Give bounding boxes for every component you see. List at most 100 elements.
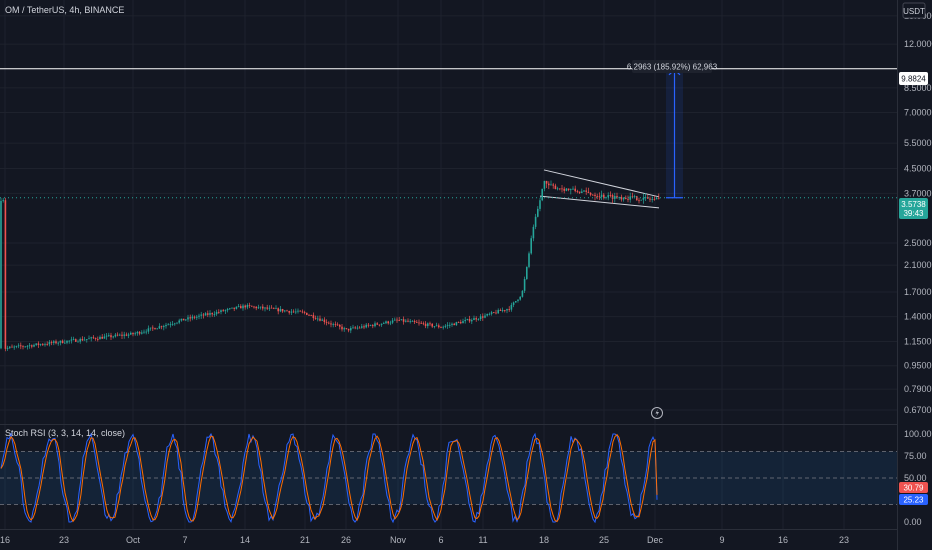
- candle-body: [598, 196, 601, 198]
- candle-body: [176, 322, 178, 324]
- candle-body: [374, 323, 376, 327]
- candle-body: [88, 338, 90, 340]
- candle-body: [242, 305, 244, 309]
- candle-body: [605, 197, 607, 199]
- stoch-tick-label: 75.00: [904, 451, 927, 461]
- candle-body: [328, 322, 330, 324]
- candle-body: [499, 310, 502, 311]
- candle-body: [299, 310, 301, 312]
- price-tick-label: 3.7000: [904, 188, 932, 198]
- candle-body: [22, 346, 24, 348]
- candle-body: [334, 324, 337, 325]
- time-tick-label: 18: [539, 535, 549, 545]
- stoch-d-line: [0, 433, 658, 523]
- candle-body: [385, 321, 387, 324]
- candle-body: [255, 306, 257, 309]
- candle-body: [59, 340, 62, 343]
- stoch-rsi-legend[interactable]: Stoch RSI (3, 3, 14, 14, close): [5, 428, 125, 438]
- candle-body: [224, 310, 227, 312]
- candle-body: [457, 322, 460, 323]
- time-tick-label: 16: [0, 535, 10, 545]
- candle-body: [413, 321, 416, 323]
- price-tick-label: 1.7000: [904, 287, 932, 297]
- candle-body: [644, 197, 647, 199]
- candle-body: [57, 342, 59, 344]
- candle-body: [640, 199, 642, 201]
- stoch-k-tag: 25.23: [899, 494, 928, 505]
- measure-label: 6.2963 (185.92%) 62,963: [627, 60, 718, 73]
- candle-body: [620, 196, 623, 200]
- candle-body: [479, 316, 482, 320]
- price-tick-label: 7.0000: [904, 108, 932, 118]
- candle-body: [53, 341, 55, 343]
- candle-body: [114, 334, 117, 337]
- last-price-value: 3.5738: [901, 200, 926, 209]
- candle-body: [169, 324, 172, 326]
- candle-body: [495, 312, 497, 314]
- candle-body: [506, 308, 508, 311]
- candle-body: [433, 326, 436, 327]
- candle-body: [37, 343, 40, 345]
- time-axis[interactable]: 16 23 Oct 7 14 21 26 Nov 6 11 18 25 Dec 9 16 23: [0, 535, 849, 545]
- candle-body: [248, 304, 251, 306]
- candle-body: [473, 318, 475, 321]
- candle-body: [594, 194, 596, 197]
- candle-body: [574, 188, 576, 192]
- candle-body: [123, 334, 125, 336]
- candle-body: [501, 310, 504, 311]
- candle-body: [92, 337, 95, 339]
- candle-body: [70, 339, 73, 341]
- candle-body: [231, 307, 233, 309]
- candle-body: [281, 309, 284, 312]
- candle-body: [587, 191, 590, 193]
- candle-body: [314, 318, 317, 319]
- candle-body: [409, 321, 411, 322]
- candle-body: [515, 300, 517, 303]
- candle-body: [167, 324, 169, 326]
- candle-body: [266, 307, 268, 309]
- price-tick-label: 0.9500: [904, 361, 932, 371]
- candle-body: [28, 345, 31, 347]
- symbol-legend[interactable]: OM / TetherUS, 4h, BINANCE: [5, 5, 124, 15]
- candle-body: [220, 310, 222, 313]
- candle-body: [541, 188, 543, 201]
- candle-body: [508, 308, 510, 310]
- candles[interactable]: [0, 180, 660, 352]
- candle-body: [204, 313, 207, 316]
- last-price-tag: 3.5738 39:43: [899, 198, 928, 219]
- price-axis[interactable]: 15.000012.00008.50007.00005.50004.50003.…: [904, 11, 932, 415]
- horizontal-line-9-8824[interactable]: [0, 68, 897, 199]
- falling-wedge-pattern[interactable]: [539, 169, 660, 209]
- candle-body: [246, 304, 249, 308]
- candle-body: [158, 326, 161, 329]
- candle-body: [369, 325, 372, 326]
- candle-body: [72, 339, 75, 340]
- candle-body: [482, 316, 484, 318]
- candle-body: [633, 196, 636, 198]
- candle-body: [618, 196, 620, 198]
- candle-body: [400, 319, 403, 321]
- candle-body: [273, 307, 275, 309]
- candle-body: [108, 335, 110, 337]
- candle-body: [99, 336, 101, 340]
- candle-body: [391, 320, 394, 323]
- price-tick-label: 5.5000: [904, 138, 932, 148]
- candle-body: [526, 266, 528, 280]
- candle-body: [110, 335, 112, 338]
- candle-body: [486, 313, 488, 316]
- price-tick-label: 8.5000: [904, 83, 932, 93]
- lightning-icon[interactable]: [651, 407, 663, 419]
- candle-body: [174, 323, 176, 325]
- candle-body: [259, 306, 262, 308]
- candle-body: [130, 332, 132, 335]
- candle-body: [453, 323, 455, 326]
- candle-body: [156, 328, 158, 330]
- candle-body: [101, 336, 103, 339]
- candle-body: [655, 197, 658, 200]
- currency-button-label[interactable]: USDT: [903, 7, 925, 16]
- candle-body: [211, 313, 213, 315]
- time-tick-label: Nov: [390, 535, 407, 545]
- currency-button[interactable]: USDT: [902, 2, 926, 19]
- price-range-measure[interactable]: [666, 68, 683, 199]
